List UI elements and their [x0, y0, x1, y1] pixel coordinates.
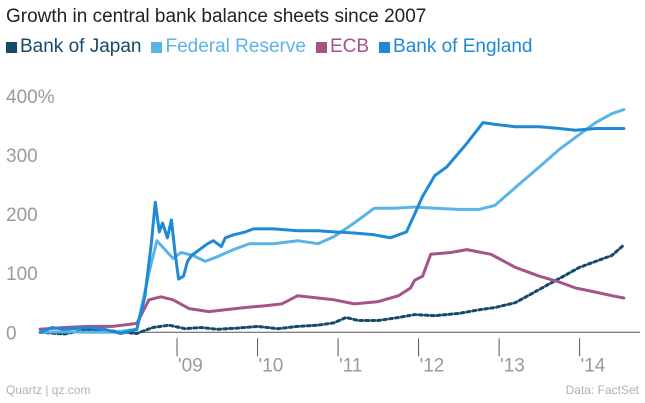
y-tick-label: 300	[6, 146, 38, 167]
y-tick-label: 100	[6, 264, 38, 285]
x-tick-label: '14	[581, 355, 606, 376]
legend-label: Federal Reserve	[165, 36, 306, 57]
source-credit: Quartz | qz.com	[6, 383, 91, 397]
legend-label: ECB	[329, 36, 370, 57]
y-tick-label: 400%	[6, 87, 55, 108]
legend-item-bank-of-england: Bank of England	[379, 36, 532, 58]
series-line-bank-of-japan	[38, 243, 626, 336]
series-line-bank-of-england	[38, 121, 626, 335]
series-line-federal-reserve	[38, 108, 626, 334]
legend-label: Bank of England	[393, 36, 533, 57]
data-source: Data: FactSet	[565, 383, 639, 397]
y-tick-label: 0	[6, 323, 17, 344]
legend-item-ecb: ECB	[315, 36, 370, 58]
series-line-ecb	[38, 248, 626, 331]
legend-swatch	[379, 41, 391, 53]
y-tick-label: 200	[6, 205, 38, 226]
x-tick-label: '09	[178, 355, 203, 376]
legend-item-bank-of-japan: Bank of Japan	[6, 36, 141, 58]
x-tick-label: '10	[259, 355, 284, 376]
legend-swatch	[315, 41, 327, 53]
x-tick-label: '13	[500, 355, 525, 376]
legend-label: Bank of Japan	[20, 36, 142, 57]
legend-swatch	[6, 41, 17, 53]
legend-swatch	[151, 41, 163, 53]
legend-item-federal-reserve: Federal Reserve	[151, 36, 306, 58]
chart-legend: Bank of Japan Federal Reserve ECB Bank of E…	[6, 36, 542, 58]
chart-title: Growth in central bank balance sheets si…	[6, 6, 427, 27]
x-tick-label: '11	[339, 355, 362, 376]
x-tick-label: '12	[420, 355, 445, 376]
